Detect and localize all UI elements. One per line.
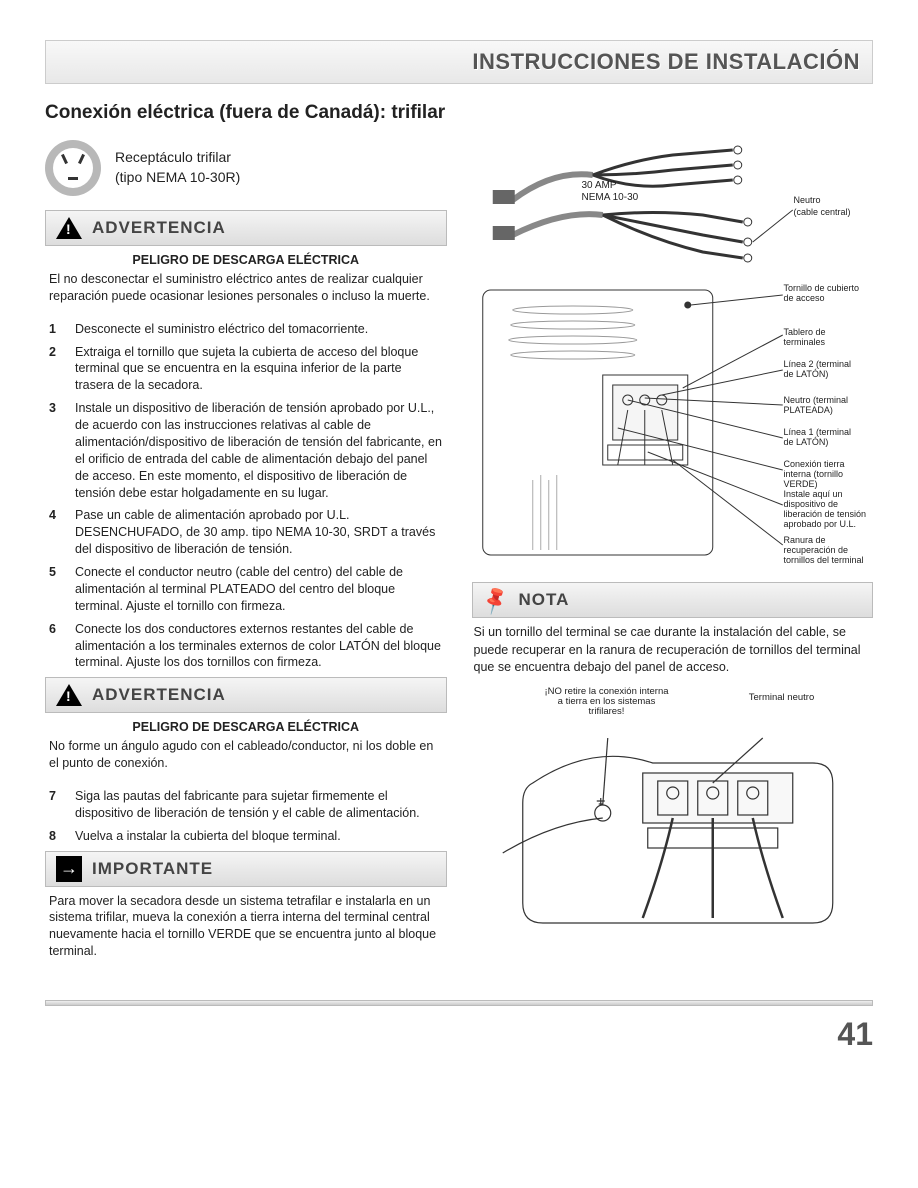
page-number: 41 [45, 1016, 873, 1053]
step-text: Vuelva a instalar la cubierta del bloque… [75, 828, 341, 845]
pin-icon: 📌 [483, 587, 509, 613]
step-item: 6Conecte los dos conductores externos re… [49, 621, 443, 672]
step-number: 7 [49, 788, 65, 822]
step-item: 1 Desconecte el suministro eléctrico del … [49, 321, 443, 338]
step-item: 4Pase un cable de alimentación aprobado … [49, 507, 443, 558]
receptacle-row: Receptáculo trifilar (tipo NEMA 10-30R) [45, 140, 447, 196]
step-item: 8 Vuelva a instalar la cubierta del bloqu… [49, 828, 443, 845]
header-title: INSTRUCCIONES DE INSTALACIÓN [58, 49, 860, 75]
step-text: Instale un dispositivo de liberación de … [75, 400, 443, 501]
warning-icon [56, 215, 82, 241]
step-number: 5 [49, 564, 65, 615]
step-text: Conecte el conductor neutro (cable del c… [75, 564, 443, 615]
step-number: 6 [49, 621, 65, 672]
page-header-bar: INSTRUCCIONES DE INSTALACIÓN [45, 40, 873, 84]
step-number: 3 [49, 400, 65, 501]
warning1-sub: PELIGRO DE DESCARGA ELÉCTRICA [49, 252, 443, 269]
step-text: Desconecte el suministro eléctrico del t… [75, 321, 368, 338]
diagram-terminal-block: Tornillo de cubierto de acceso Tablero d… [472, 280, 874, 570]
note-label: NOTA [519, 590, 570, 610]
warning1-body: PELIGRO DE DESCARGA ELÉCTRICA El no desc… [45, 246, 447, 315]
warning2-body: PELIGRO DE DESCARGA ELÉCTRICA No forme u… [45, 713, 447, 782]
receptacle-icon [45, 140, 101, 196]
arrow-icon: → [56, 856, 82, 882]
step-text: Pase un cable de alimentación aprobado p… [75, 507, 443, 558]
diagram-top-nema: NEMA 10-30 [582, 192, 639, 203]
receptacle-line1: Receptáculo trifilar [115, 148, 240, 168]
warning-icon [56, 682, 82, 708]
diagram-top-neutro: Neutro [794, 196, 821, 206]
diagram-bot-l2: Terminal neutro [747, 693, 817, 703]
two-column-layout: Receptáculo trifilar (tipo NEMA 10-30R) … [45, 140, 873, 970]
note-body: Si un tornillo del terminal se cae duran… [472, 618, 874, 683]
warning2-text: No forme un ángulo agudo con el cableado… [49, 738, 443, 772]
step-item: 2Extraiga el tornillo que sujeta la cubi… [49, 344, 443, 395]
steps-list-b: 7 Siga las pautas del fabricante para suj… [45, 788, 447, 845]
right-column: 30 AMP NEMA 10-30 Neutro (cable central) [472, 140, 874, 970]
warning1-header: ADVERTENCIA [45, 210, 447, 246]
steps-list-a: 1 Desconecte el suministro eléctrico del … [45, 321, 447, 672]
important-label: IMPORTANTE [92, 859, 213, 879]
note-header: 📌 NOTA [472, 582, 874, 618]
step-text: Extraiga el tornillo que sujeta la cubie… [75, 344, 443, 395]
step-number: 2 [49, 344, 65, 395]
step-item: 7 Siga las pautas del fabricante para suj… [49, 788, 443, 822]
warning2-label: ADVERTENCIA [92, 685, 226, 705]
receptacle-text: Receptáculo trifilar (tipo NEMA 10-30R) [115, 148, 240, 187]
diagram-cord: 30 AMP NEMA 10-30 Neutro (cable central) [472, 140, 874, 270]
diagram-mid-l8: Ranura de recuperación de tornillos del … [784, 536, 869, 566]
section-title: Conexión eléctrica (fuera de Canadá): tr… [45, 102, 873, 124]
receptacle-line2: (tipo NEMA 10-30R) [115, 168, 240, 188]
diagram-top-neutro2: (cable central) [794, 208, 851, 218]
step-number: 8 [49, 828, 65, 845]
step-number: 4 [49, 507, 65, 558]
diagram-mid-l7: Instale aquí un dispositivo de liberació… [784, 490, 869, 530]
diagram-mid-l2: Tablero de terminales [784, 328, 864, 348]
warning2-sub: PELIGRO DE DESCARGA ELÉCTRICA [49, 719, 443, 736]
step-number: 1 [49, 321, 65, 338]
step-text: Siga las pautas del fabricante para suje… [75, 788, 443, 822]
diagram-mid-l1: Tornillo de cubierto de acceso [784, 284, 864, 304]
diagram-terminal-closeup: ¡NO retire la conexión interna a tierra … [472, 683, 874, 943]
important-text: Para mover la secadora desde un sistema … [49, 893, 443, 961]
warning2-header: ADVERTENCIA [45, 677, 447, 713]
step-text: Conecte los dos conductores externos res… [75, 621, 443, 672]
diagram-mid-l3: Línea 2 (terminal de LATÓN) [784, 360, 864, 380]
diagram-bot-l1: ¡NO retire la conexión interna a tierra … [542, 687, 672, 718]
diagram-top-amp: 30 AMP [582, 180, 617, 191]
diagram-mid-l5: Línea 1 (terminal de LATÓN) [784, 428, 864, 448]
diagram-mid-l4: Neutro (terminal PLATEADA) [784, 396, 864, 416]
diagram-mid-l6: Conexión tierra interna (tornillo VERDE) [784, 460, 864, 490]
warning1-text: El no desconectar el suministro eléctric… [49, 271, 443, 305]
important-header: → IMPORTANTE [45, 851, 447, 887]
important-body: Para mover la secadora desde un sistema … [45, 887, 447, 971]
note-text: Si un tornillo del terminal se cae duran… [474, 624, 872, 677]
warning1-label: ADVERTENCIA [92, 218, 226, 238]
step-item: 5Conecte el conductor neutro (cable del … [49, 564, 443, 615]
left-column: Receptáculo trifilar (tipo NEMA 10-30R) … [45, 140, 447, 970]
step-item: 3Instale un dispositivo de liberación de… [49, 400, 443, 501]
footer-bar [45, 1000, 873, 1006]
